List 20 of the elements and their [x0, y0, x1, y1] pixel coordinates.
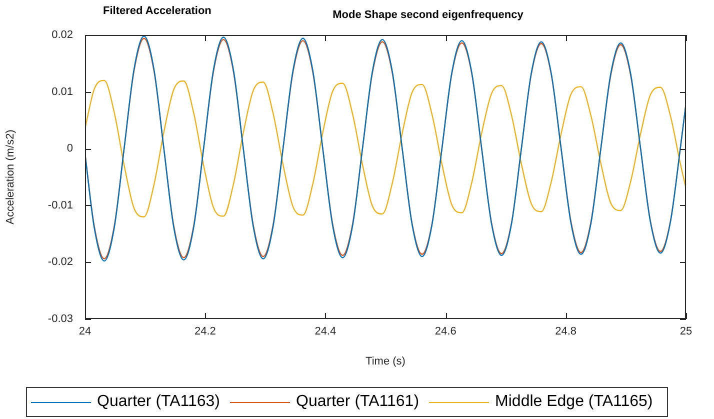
- y-tick-label: -0.02: [48, 256, 73, 268]
- x-tick-label: 24.6: [434, 326, 456, 338]
- x-tick-label: 24: [78, 326, 92, 338]
- y-tick-label: 0: [66, 142, 73, 155]
- x-tick-label: 24.8: [555, 326, 577, 338]
- x-axis-title: Time (s): [366, 355, 406, 368]
- y-tick-label: -0.01: [48, 199, 73, 212]
- legend-label: Middle Edge (TA1165): [495, 393, 653, 411]
- chart-title: Filtered Acceleration: [103, 5, 212, 17]
- chart-subtitle: Mode Shape second eigenfrequency: [332, 9, 524, 21]
- x-tick-label: 24.2: [194, 326, 216, 338]
- legend-label: Quarter (TA1163): [97, 393, 220, 411]
- line-series: [85, 80, 686, 218]
- y-axis-title: Acceleration (m/s2): [4, 130, 17, 224]
- x-tick-label: 25: [680, 326, 692, 338]
- x-tick-label: 24.4: [314, 326, 336, 338]
- y-tick-label: 0.02: [52, 29, 73, 42]
- legend-label: Quarter (TA1161): [296, 393, 420, 411]
- y-tick-label: -0.03: [48, 313, 73, 326]
- y-tick-label: 0.01: [52, 86, 73, 98]
